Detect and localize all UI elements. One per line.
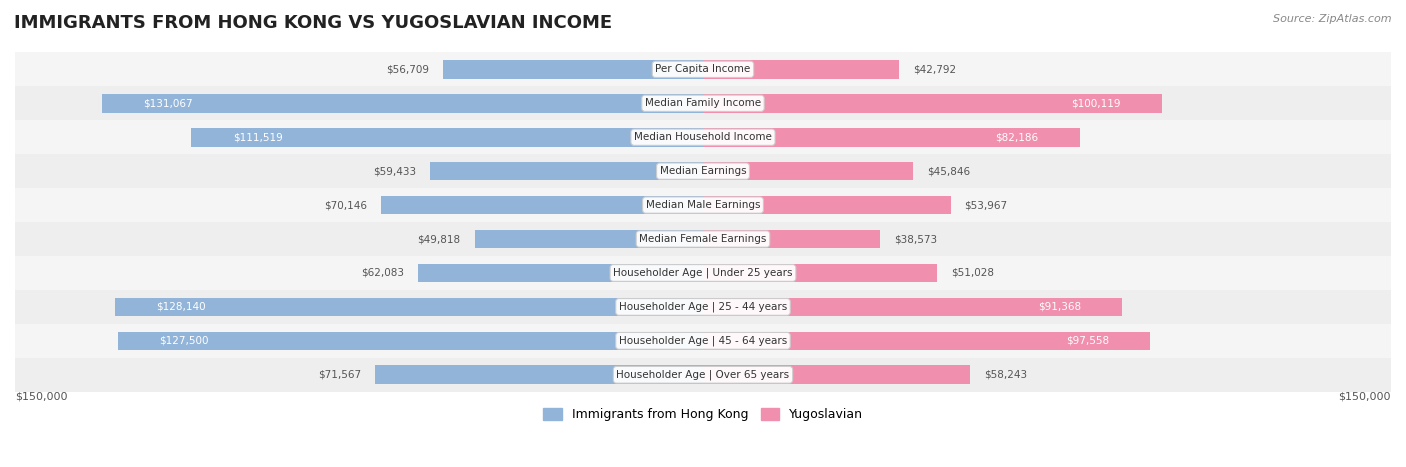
Bar xyxy=(15,358,1391,392)
Bar xyxy=(15,290,1391,324)
Text: Source: ZipAtlas.com: Source: ZipAtlas.com xyxy=(1274,14,1392,24)
Bar xyxy=(703,264,936,282)
Bar xyxy=(115,297,703,316)
Bar xyxy=(443,60,703,78)
Text: $59,433: $59,433 xyxy=(374,166,416,176)
Bar xyxy=(15,222,1391,256)
Text: $97,558: $97,558 xyxy=(1066,336,1109,346)
Text: $53,967: $53,967 xyxy=(965,200,1008,210)
Text: $91,368: $91,368 xyxy=(1038,302,1081,312)
Bar xyxy=(703,230,880,248)
Text: Median Household Income: Median Household Income xyxy=(634,132,772,142)
Bar xyxy=(430,162,703,180)
Text: $131,067: $131,067 xyxy=(143,98,193,108)
Bar xyxy=(191,128,703,147)
Bar xyxy=(703,196,950,214)
Bar xyxy=(381,196,703,214)
Text: IMMIGRANTS FROM HONG KONG VS YUGOSLAVIAN INCOME: IMMIGRANTS FROM HONG KONG VS YUGOSLAVIAN… xyxy=(14,14,612,32)
Text: $49,818: $49,818 xyxy=(418,234,461,244)
Bar xyxy=(375,366,703,384)
Text: Householder Age | Under 25 years: Householder Age | Under 25 years xyxy=(613,268,793,278)
Bar xyxy=(15,154,1391,188)
Bar xyxy=(703,128,1080,147)
Text: $100,119: $100,119 xyxy=(1071,98,1121,108)
Bar xyxy=(703,94,1163,113)
Text: $56,709: $56,709 xyxy=(387,64,429,74)
Bar xyxy=(15,120,1391,154)
Text: Householder Age | 45 - 64 years: Householder Age | 45 - 64 years xyxy=(619,336,787,346)
Text: $128,140: $128,140 xyxy=(156,302,207,312)
Bar xyxy=(101,94,703,113)
Text: $58,243: $58,243 xyxy=(984,370,1026,380)
Bar xyxy=(15,256,1391,290)
Text: Median Female Earnings: Median Female Earnings xyxy=(640,234,766,244)
Bar xyxy=(15,52,1391,86)
Bar xyxy=(15,324,1391,358)
Text: Median Family Income: Median Family Income xyxy=(645,98,761,108)
Text: $127,500: $127,500 xyxy=(159,336,209,346)
Text: Per Capita Income: Per Capita Income xyxy=(655,64,751,74)
Legend: Immigrants from Hong Kong, Yugoslavian: Immigrants from Hong Kong, Yugoslavian xyxy=(537,403,869,426)
Text: $38,573: $38,573 xyxy=(894,234,936,244)
Bar xyxy=(703,297,1122,316)
Text: Median Earnings: Median Earnings xyxy=(659,166,747,176)
Bar xyxy=(703,332,1150,350)
Bar xyxy=(15,188,1391,222)
Text: $150,000: $150,000 xyxy=(1339,392,1391,402)
Bar xyxy=(15,86,1391,120)
Text: $51,028: $51,028 xyxy=(950,268,994,278)
Text: $62,083: $62,083 xyxy=(361,268,405,278)
Bar xyxy=(118,332,703,350)
Bar xyxy=(703,162,914,180)
Text: $70,146: $70,146 xyxy=(325,200,367,210)
Text: Householder Age | Over 65 years: Householder Age | Over 65 years xyxy=(616,369,790,380)
Bar xyxy=(703,60,900,78)
Text: $71,567: $71,567 xyxy=(318,370,361,380)
Text: $45,846: $45,846 xyxy=(927,166,970,176)
Bar xyxy=(703,366,970,384)
Bar xyxy=(474,230,703,248)
Text: $42,792: $42,792 xyxy=(912,64,956,74)
Text: Householder Age | 25 - 44 years: Householder Age | 25 - 44 years xyxy=(619,302,787,312)
Text: Median Male Earnings: Median Male Earnings xyxy=(645,200,761,210)
Text: $82,186: $82,186 xyxy=(995,132,1039,142)
Bar xyxy=(418,264,703,282)
Text: $111,519: $111,519 xyxy=(233,132,283,142)
Text: $150,000: $150,000 xyxy=(15,392,67,402)
